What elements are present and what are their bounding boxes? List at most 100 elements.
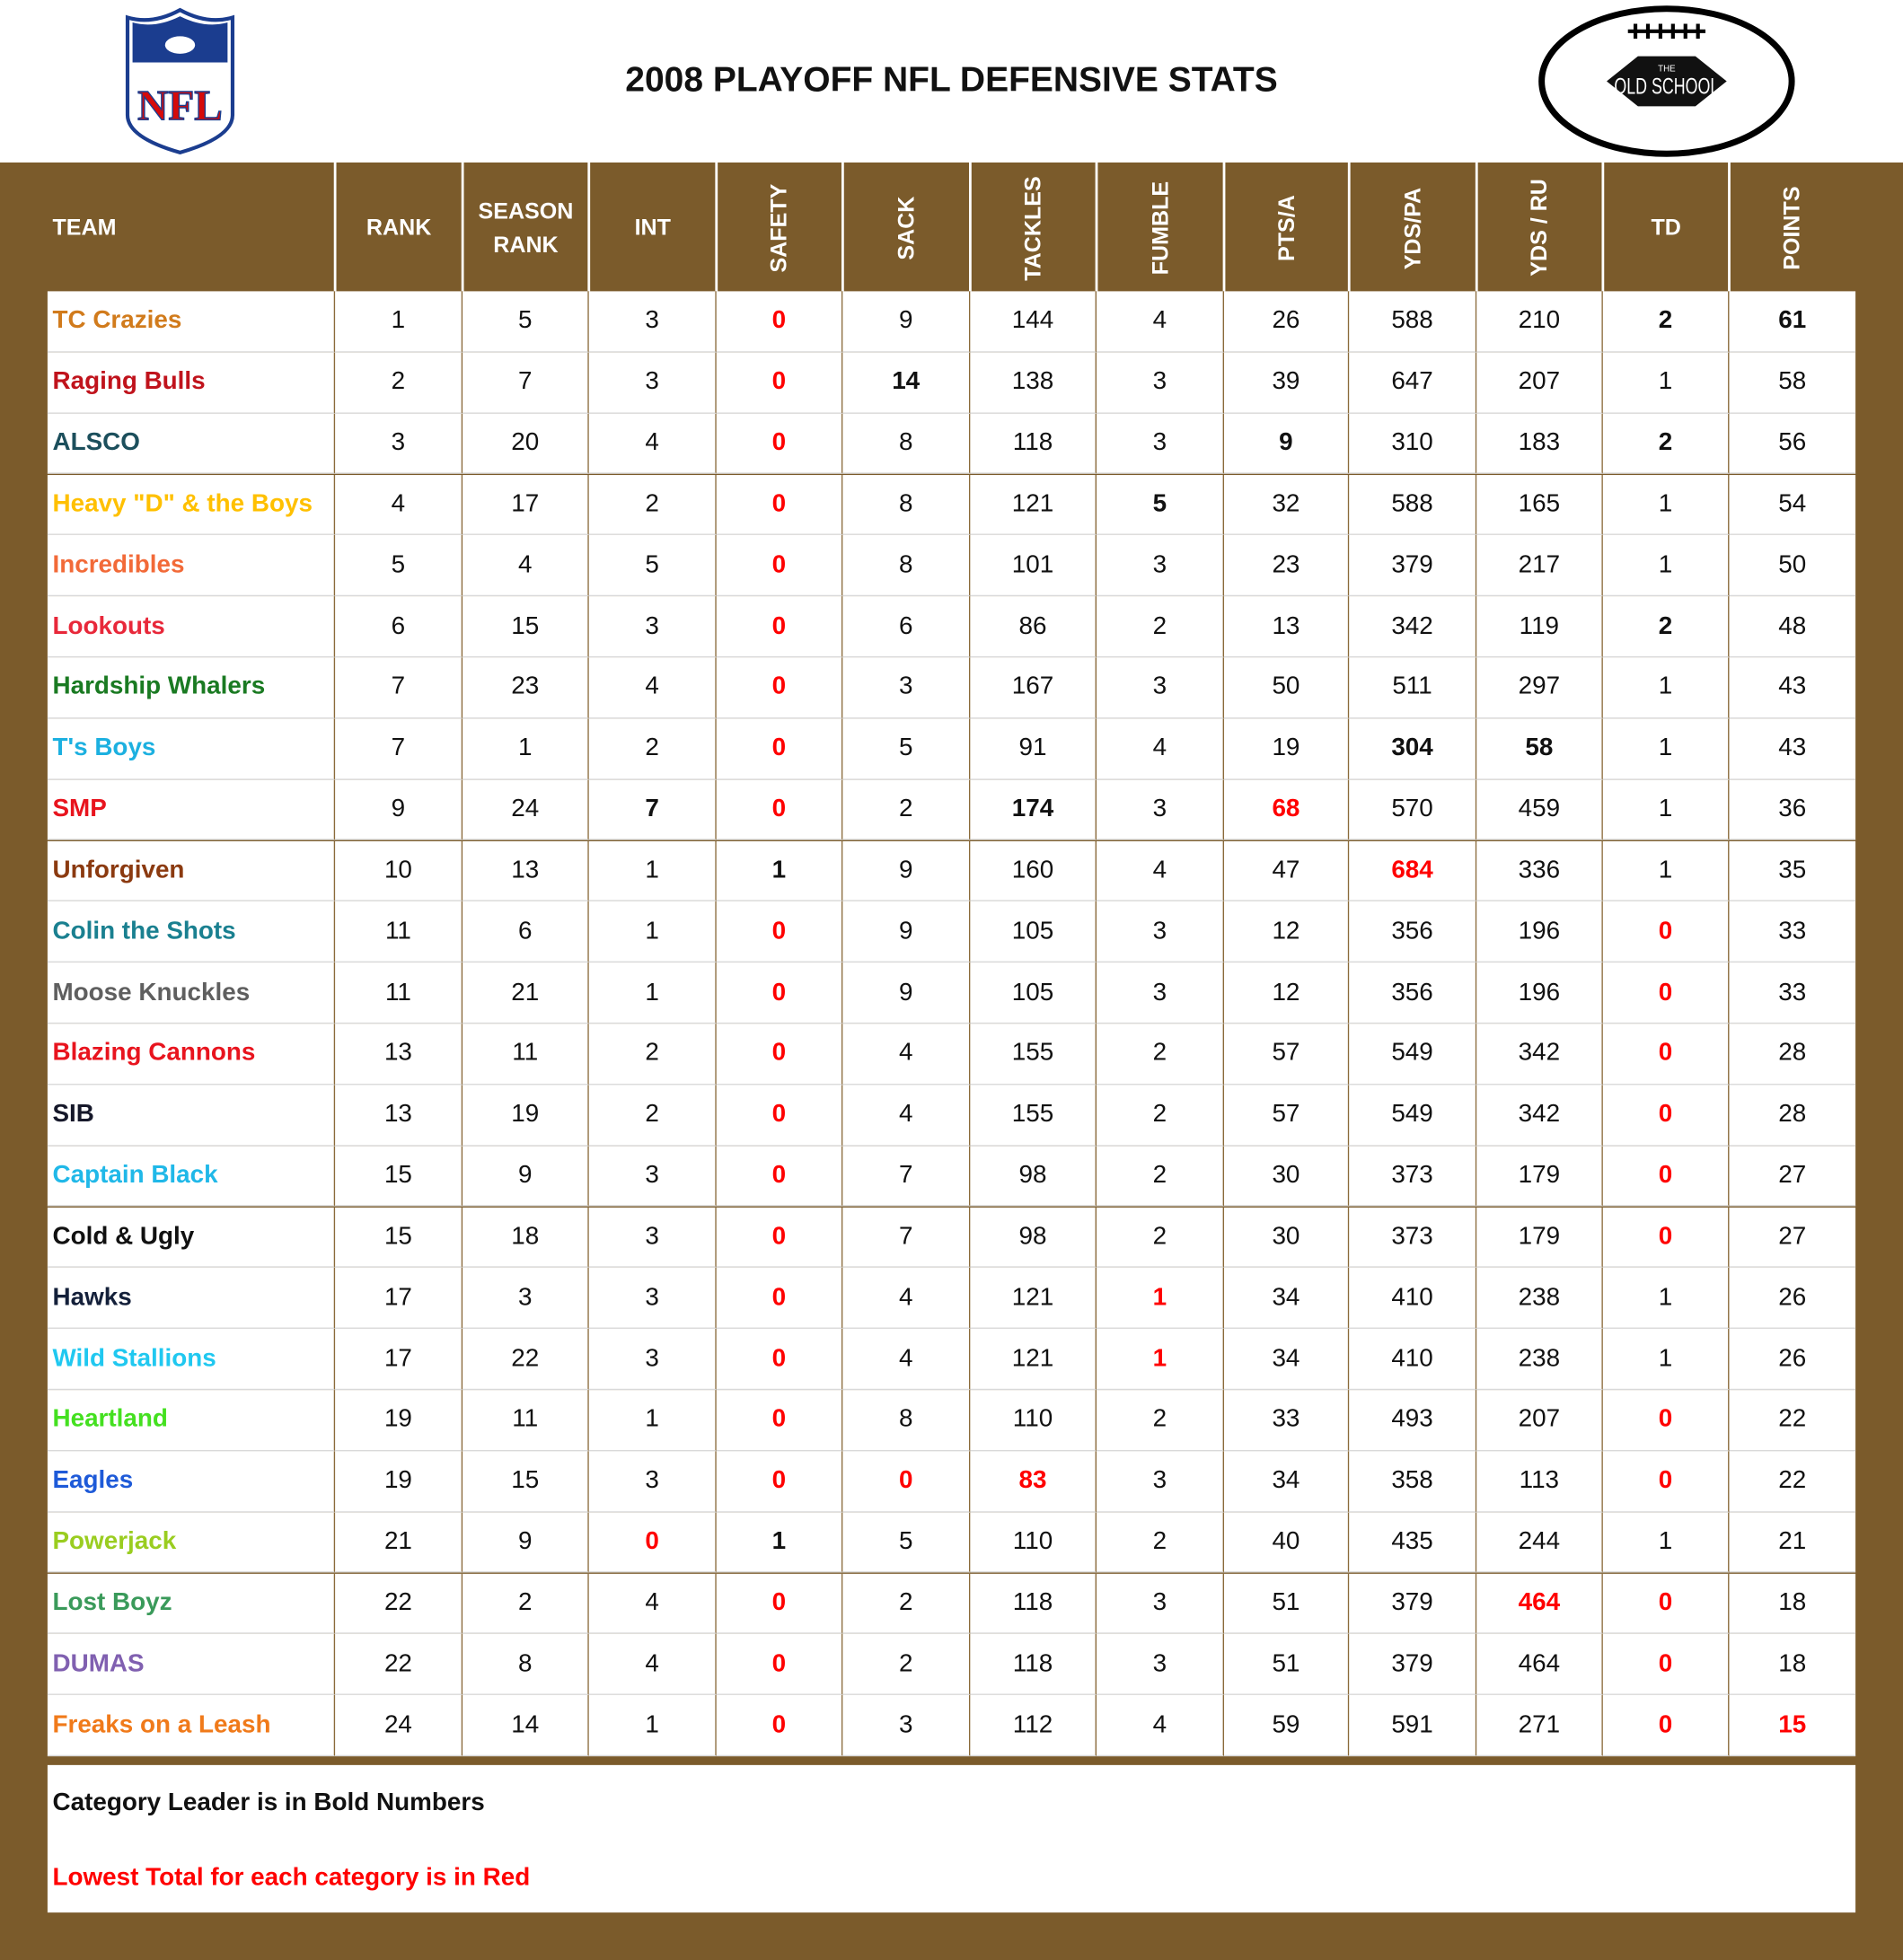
team-name: Captain Black bbox=[47, 1146, 336, 1208]
stat-cell: 57 bbox=[1224, 1024, 1350, 1085]
stat-cell: 9 bbox=[842, 840, 971, 902]
stat-cell: 0 bbox=[1602, 1573, 1730, 1635]
column-header: RANK bbox=[335, 165, 463, 292]
stat-cell: 0 bbox=[716, 657, 843, 719]
stat-cell: 4 bbox=[842, 1024, 971, 1085]
stat-cell: 0 bbox=[1602, 1634, 1730, 1696]
stat-cell: 1 bbox=[1602, 352, 1730, 414]
stat-cell: 3 bbox=[588, 1146, 717, 1208]
column-divider bbox=[968, 162, 972, 292]
stat-cell: 0 bbox=[716, 413, 843, 475]
column-divider bbox=[333, 162, 337, 292]
stat-cell: 0 bbox=[716, 901, 843, 963]
stat-cell: 4 bbox=[1097, 291, 1225, 353]
stat-cell: 511 bbox=[1349, 657, 1477, 719]
stat-cell: 196 bbox=[1476, 962, 1603, 1024]
team-name: Raging Bulls bbox=[47, 352, 336, 414]
stat-cell: 2 bbox=[335, 352, 463, 414]
stat-cell: 2 bbox=[1097, 1146, 1225, 1208]
stat-cell: 110 bbox=[970, 1512, 1097, 1574]
team-name: Incredibles bbox=[47, 535, 336, 597]
stat-cell: 34 bbox=[1224, 1268, 1350, 1330]
stat-cell: 50 bbox=[1729, 535, 1856, 597]
stat-cell: 35 bbox=[1729, 840, 1856, 902]
stat-cell: 43 bbox=[1729, 657, 1856, 719]
stat-cell: 33 bbox=[1729, 901, 1856, 963]
stat-cell: 373 bbox=[1349, 1207, 1477, 1269]
stat-cell: 2 bbox=[1097, 1390, 1225, 1452]
stat-cell: 2 bbox=[1602, 291, 1730, 353]
stat-cell: 2 bbox=[1097, 1512, 1225, 1574]
stat-cell: 19 bbox=[463, 1085, 589, 1147]
stat-cell: 2 bbox=[1097, 1207, 1225, 1269]
team-name: TC Crazies bbox=[47, 291, 336, 353]
logo-text: OLD SCHOOL bbox=[1614, 74, 1719, 99]
stat-cell: 1 bbox=[588, 1390, 717, 1452]
stat-cell: 0 bbox=[716, 1268, 843, 1330]
stat-cell: 570 bbox=[1349, 779, 1477, 841]
stat-cell: 7 bbox=[463, 352, 589, 414]
stat-cell: 342 bbox=[1476, 1085, 1603, 1147]
stat-cell: 0 bbox=[842, 1451, 971, 1513]
stat-cell: 15 bbox=[335, 1207, 463, 1269]
stat-cell: 4 bbox=[335, 474, 463, 536]
stat-cell: 591 bbox=[1349, 1695, 1477, 1757]
column-header-text: YDS/PA bbox=[1399, 187, 1425, 269]
stat-cell: 0 bbox=[716, 779, 843, 841]
stat-cell: 3 bbox=[588, 596, 717, 658]
stat-cell: 19 bbox=[1224, 718, 1350, 780]
column-divider bbox=[715, 162, 718, 292]
nfl-logo: NFL bbox=[125, 7, 235, 155]
stat-cell: 1 bbox=[1602, 1329, 1730, 1391]
stat-cell: 647 bbox=[1349, 352, 1477, 414]
stat-cell: 2 bbox=[1602, 413, 1730, 475]
stat-cell: 21 bbox=[335, 1512, 463, 1574]
legend-bold-note: Category Leader is in Bold Numbers bbox=[52, 1789, 485, 1816]
stat-cell: 7 bbox=[842, 1146, 971, 1208]
stat-cell: 165 bbox=[1476, 474, 1603, 536]
stat-cell: 91 bbox=[970, 718, 1097, 780]
stat-cell: 22 bbox=[1729, 1451, 1856, 1513]
stat-cell: 3 bbox=[1097, 962, 1225, 1024]
stat-cell: 297 bbox=[1476, 657, 1603, 719]
stat-cell: 0 bbox=[1602, 1085, 1730, 1147]
stat-cell: 48 bbox=[1729, 596, 1856, 658]
stat-cell: 28 bbox=[1729, 1085, 1856, 1147]
stat-cell: 33 bbox=[1729, 962, 1856, 1024]
stat-cell: 4 bbox=[588, 1634, 717, 1696]
stat-cell: 11 bbox=[463, 1024, 589, 1085]
stat-cell: 40 bbox=[1224, 1512, 1350, 1574]
stat-cell: 13 bbox=[335, 1024, 463, 1085]
stat-cell: 2 bbox=[842, 1573, 971, 1635]
column-header-text: SEASON RANK bbox=[478, 198, 574, 258]
stat-cell: 310 bbox=[1349, 413, 1477, 475]
stat-cell: 410 bbox=[1349, 1329, 1477, 1391]
stat-cell: 1 bbox=[1097, 1268, 1225, 1330]
stat-cell: 2 bbox=[588, 718, 717, 780]
stat-cell: 358 bbox=[1349, 1451, 1477, 1513]
stat-cell: 5 bbox=[842, 718, 971, 780]
stat-cell: 24 bbox=[463, 779, 589, 841]
column-header: YDS/PA bbox=[1349, 165, 1476, 292]
stat-cell: 18 bbox=[463, 1207, 589, 1269]
stat-cell: 0 bbox=[716, 1390, 843, 1452]
stat-cell: 11 bbox=[463, 1390, 589, 1452]
stat-cell: 1 bbox=[588, 1695, 717, 1757]
stat-cell: 1 bbox=[1602, 1268, 1730, 1330]
stat-cell: 160 bbox=[970, 840, 1097, 902]
stat-cell: 26 bbox=[1224, 291, 1350, 353]
stat-cell: 1 bbox=[588, 901, 717, 963]
stat-cell: 47 bbox=[1224, 840, 1350, 902]
stat-cell: 0 bbox=[1602, 1695, 1730, 1757]
stat-cell: 1 bbox=[1602, 474, 1730, 536]
team-name: Freaks on a Leash bbox=[47, 1695, 336, 1757]
stat-cell: 8 bbox=[842, 474, 971, 536]
stat-cell: 1 bbox=[1602, 840, 1730, 902]
stat-cell: 58 bbox=[1729, 352, 1856, 414]
column-divider bbox=[461, 162, 464, 292]
column-header: TACKLES bbox=[970, 165, 1097, 292]
stat-cell: 0 bbox=[716, 291, 843, 353]
stat-cell: 1 bbox=[463, 718, 589, 780]
stat-cell: 30 bbox=[1224, 1146, 1350, 1208]
